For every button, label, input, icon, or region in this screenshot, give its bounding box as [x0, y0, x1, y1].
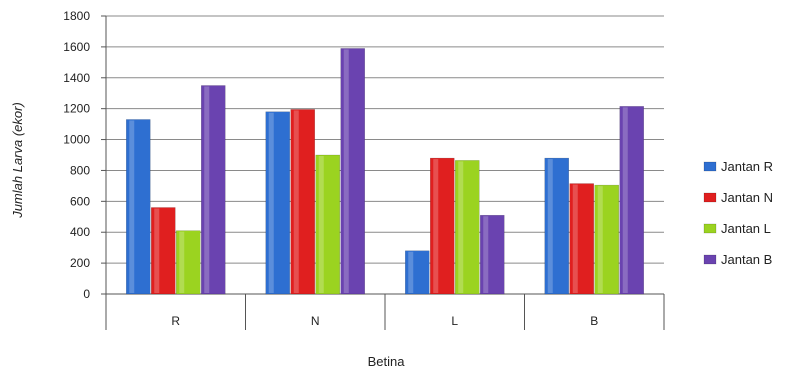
bar-highlight: [293, 110, 299, 293]
bar-jantan-b-r: [201, 85, 226, 295]
bar-highlight: [547, 159, 553, 293]
bar-jantan-b-l: [480, 214, 505, 295]
bar-highlight: [622, 107, 628, 293]
bar-jantan-l-r: [176, 230, 201, 295]
legend-swatch: [703, 254, 717, 265]
y-tick-label: 1600: [63, 40, 90, 54]
bar-jantan-n-l: [430, 157, 455, 295]
bar-highlight: [433, 159, 439, 293]
bar-jantan-l-n: [315, 154, 340, 295]
bar-jantan-n-b: [569, 183, 594, 295]
y-tick-label: 800: [70, 163, 90, 177]
bar-highlight: [343, 49, 349, 293]
y-tick-label: 200: [70, 256, 90, 270]
bar-highlight: [572, 184, 578, 293]
legend: Jantan R Jantan N Jantan L Jantan B: [703, 159, 773, 267]
bar-highlight: [318, 156, 324, 293]
bar-highlight: [458, 161, 464, 293]
bar-jantan-n-n: [290, 109, 315, 295]
category-label: B: [590, 314, 598, 328]
bar-highlight: [204, 86, 210, 293]
legend-label: Jantan L: [721, 221, 771, 236]
y-tick-label: 600: [70, 194, 90, 208]
y-tick-label: 400: [70, 225, 90, 239]
bar-highlight: [597, 186, 603, 293]
category-label: L: [451, 314, 458, 328]
bar-highlight: [408, 251, 414, 293]
y-tick-label: 1400: [63, 71, 90, 85]
bar-highlight: [483, 216, 489, 293]
legend-label: Jantan B: [721, 252, 772, 267]
category-label: R: [171, 314, 180, 328]
x-axis-title: Betina: [368, 354, 406, 369]
bars: [126, 48, 644, 295]
legend-swatch: [703, 223, 717, 234]
bar-highlight: [154, 208, 160, 293]
y-axis-title: Jumlah Larva (ekor): [10, 102, 25, 219]
y-tick-label: 1000: [63, 133, 90, 147]
legend-swatch: [703, 161, 717, 172]
bar-highlight: [129, 120, 135, 293]
bar-jantan-b-b: [619, 106, 644, 295]
legend-label: Jantan R: [721, 159, 773, 174]
y-tick-labels: 0 200 400 600 800 1000 1200 1400 1600 1800: [63, 9, 90, 301]
bar-jantan-r-l: [405, 250, 430, 295]
bar-jantan-r-n: [265, 111, 290, 295]
bar-highlight: [268, 112, 274, 293]
bar-highlight: [179, 231, 185, 293]
y-tick-label: 1800: [63, 9, 90, 23]
bar-jantan-r-b: [544, 157, 569, 295]
bar-jantan-r-r: [126, 119, 151, 295]
legend-label: Jantan N: [721, 190, 773, 205]
y-tick-label: 1200: [63, 102, 90, 116]
bar-jantan-n-r: [151, 207, 176, 295]
legend-swatch: [703, 192, 717, 203]
bar-jantan-l-b: [594, 184, 619, 295]
bar-jantan-b-n: [340, 48, 365, 295]
bar-jantan-l-l: [455, 160, 480, 295]
category-label: N: [311, 314, 320, 328]
y-tick-label: 0: [83, 287, 90, 301]
